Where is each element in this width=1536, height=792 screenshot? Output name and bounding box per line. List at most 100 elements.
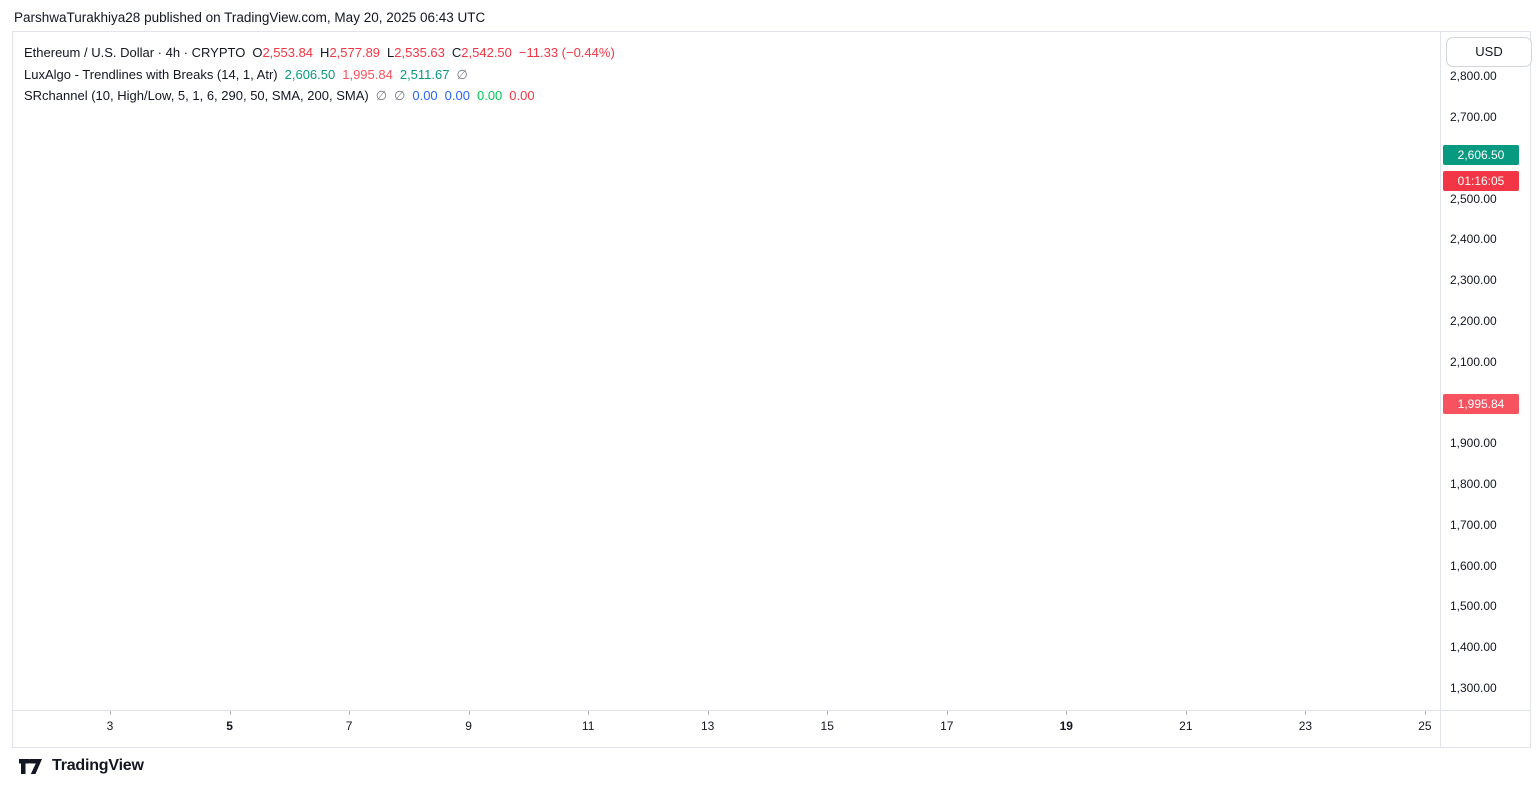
candle <box>870 182 878 190</box>
ohlc-value: 2,553.84 <box>262 45 314 60</box>
candle <box>82 468 90 474</box>
legend-srchannel-row[interactable]: SRchannel (10, High/Low, 5, 1, 6, 290, 5… <box>24 85 615 107</box>
legend-title: Ethereum / U.S. Dollar · 4h · CRYPTO <box>24 45 246 60</box>
tradingview-logo-text[interactable]: TradingView <box>52 757 144 774</box>
candle <box>830 168 838 189</box>
indicator-value: 1,995.84 <box>342 66 393 82</box>
candle <box>638 191 646 195</box>
candle <box>668 187 676 204</box>
candle <box>880 162 888 183</box>
candle <box>1032 164 1040 201</box>
ohlc-value: 2,542.50 <box>461 45 512 60</box>
ohlc-value: 2,577.89 <box>329 45 381 60</box>
price-axis-separator <box>1440 31 1441 748</box>
candle <box>1062 226 1070 253</box>
candle <box>486 261 494 267</box>
legend-title: SRchannel (10, High/Low, 5, 1, 6, 290, 5… <box>24 88 369 103</box>
candle <box>1022 195 1029 201</box>
candle <box>708 194 716 217</box>
candle <box>143 471 151 479</box>
candle <box>506 274 514 286</box>
chart-legend: Ethereum / U.S. Dollar · 4h · CRYPTO O2,5… <box>24 42 615 107</box>
candle <box>1082 238 1090 248</box>
candle <box>102 469 110 476</box>
candle <box>789 145 797 160</box>
candle <box>1102 188 1110 211</box>
candle <box>900 142 908 148</box>
candle <box>618 188 625 220</box>
candle <box>890 147 898 163</box>
candle <box>42 465 50 472</box>
candle <box>607 188 615 212</box>
candle <box>496 266 504 288</box>
candle <box>981 206 989 213</box>
candle <box>910 142 918 164</box>
candle <box>385 472 393 485</box>
candle <box>466 318 474 323</box>
candle <box>719 175 726 195</box>
trendline <box>989 340 1438 412</box>
candle <box>345 478 353 485</box>
candle <box>375 469 383 473</box>
candle <box>1092 210 1100 239</box>
candle <box>436 384 444 419</box>
candle <box>133 470 141 472</box>
candle <box>799 158 807 164</box>
change-value: −11.33 (−0.44%) <box>518 45 615 60</box>
candle <box>648 176 656 192</box>
legend-symbol-row[interactable]: Ethereum / U.S. Dollar · 4h · CRYPTO O2,5… <box>24 42 615 64</box>
indicator-value: ∅ <box>375 88 388 103</box>
currency-button-usd[interactable]: USD <box>1446 37 1532 67</box>
candle <box>52 465 60 480</box>
svg-text:B: B <box>334 515 343 530</box>
legend-luxalgo-row[interactable]: LuxAlgo - Trendlines with Breaks (14, 1,… <box>24 64 615 86</box>
candle <box>1123 174 1130 182</box>
candle <box>113 475 120 477</box>
candle <box>315 498 322 501</box>
candle <box>850 173 858 182</box>
candle <box>203 469 211 473</box>
candle <box>769 137 777 144</box>
candle <box>1052 221 1060 255</box>
candle <box>72 467 80 473</box>
candle <box>749 119 757 129</box>
candle <box>264 470 272 476</box>
candle <box>446 357 454 385</box>
candle <box>456 318 464 358</box>
candle <box>951 196 959 203</box>
candle <box>547 234 555 259</box>
candle <box>779 142 787 151</box>
candle <box>567 196 575 222</box>
ohlc-label: O <box>252 45 263 60</box>
candle <box>254 467 262 471</box>
candle <box>759 128 767 138</box>
candle <box>32 467 40 473</box>
candle <box>658 176 666 188</box>
candle <box>1133 176 1141 182</box>
indicator-value: 2,606.50 <box>284 66 336 82</box>
candle <box>244 467 252 472</box>
sr-zone <box>12 455 1440 477</box>
candle <box>729 171 737 176</box>
candle <box>931 158 939 182</box>
candle <box>688 203 696 231</box>
candle <box>92 469 100 474</box>
candle <box>961 201 969 207</box>
candle <box>224 468 232 471</box>
candle <box>365 469 373 472</box>
candle <box>809 152 817 159</box>
tradingview-logo-icon[interactable] <box>18 758 44 775</box>
candle <box>294 483 302 487</box>
candle <box>991 208 999 213</box>
candle <box>1011 195 1019 211</box>
candle <box>921 156 928 159</box>
publish-line: ParshwaTurakhiya28 published on TradingV… <box>14 10 486 25</box>
indicator-value: 0.00 <box>412 88 438 103</box>
svg-text:B: B <box>294 457 303 472</box>
candle <box>405 444 413 480</box>
indicator-value: 0.00 <box>509 88 535 103</box>
legend-title: LuxAlgo - Trendlines with Breaks (14, 1,… <box>24 66 278 82</box>
indicator-value: 0.00 <box>444 88 470 103</box>
